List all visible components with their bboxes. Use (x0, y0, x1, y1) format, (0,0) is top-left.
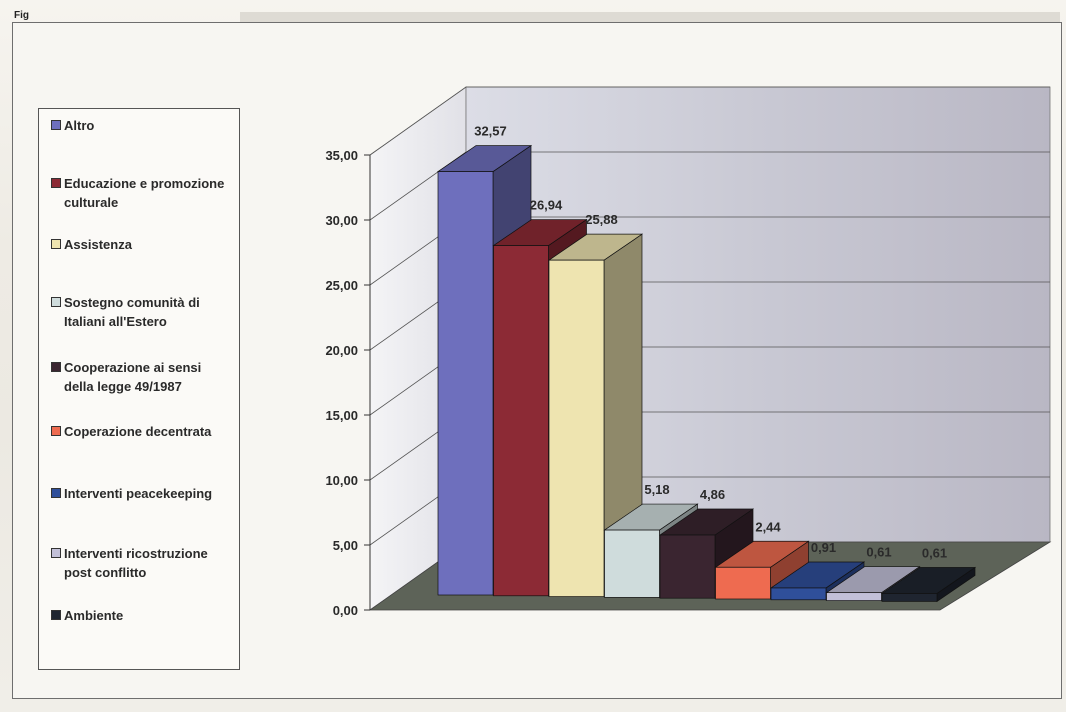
figure-label: Fig (14, 10, 29, 21)
y-tick-label: 35,00 (325, 148, 358, 163)
bar (770, 587, 827, 601)
data-label: 4,86 (700, 487, 725, 502)
data-label: 0,91 (811, 540, 836, 555)
legend-label: Cooperazione ai sensi della legge 49/198… (64, 360, 202, 394)
legend-label: Coperazione decentrata (64, 424, 212, 439)
y-tick-label: 20,00 (325, 343, 358, 358)
legend-label: Ambiente (64, 608, 124, 623)
bar (881, 593, 938, 602)
data-label: 0,61 (866, 545, 891, 560)
top-band (240, 12, 1060, 22)
legend-swatch (51, 548, 61, 558)
y-tick-label: 15,00 (325, 408, 358, 423)
data-label: 0,61 (922, 545, 947, 560)
legend-swatch (51, 610, 61, 620)
data-label: 32,57 (474, 124, 507, 139)
data-label: 25,88 (585, 212, 618, 227)
legend-label: Sostegno comunità di Italiani all'Estero (64, 295, 200, 329)
y-tick-label: 30,00 (325, 213, 358, 228)
legend-swatch (51, 488, 61, 498)
legend: Altro Educazione e promozione culturale … (38, 108, 240, 670)
legend-label: Altro (64, 118, 95, 133)
data-label: 5,18 (644, 482, 669, 497)
legend-swatch (51, 362, 61, 372)
bar (437, 171, 494, 596)
bar (659, 534, 716, 599)
bar (826, 592, 882, 601)
y-tick-label: 10,00 (325, 473, 358, 488)
gridline (369, 151, 1050, 221)
y-tick-label: 0,00 (333, 603, 358, 618)
bar (715, 566, 771, 600)
legend-swatch (51, 178, 61, 188)
legend-label: Interventi ricostruzione post conflitto (64, 546, 208, 580)
bar (604, 529, 660, 598)
legend-swatch (51, 297, 61, 307)
legend-swatch (51, 120, 61, 130)
y-tick-label: 25,00 (325, 278, 358, 293)
y-tick-label: 5,00 (333, 538, 358, 553)
legend-label: Educazione e promozione culturale (64, 176, 225, 210)
data-label: 2,44 (755, 519, 781, 534)
bar (548, 259, 605, 597)
bar (493, 245, 549, 597)
data-label: 26,94 (530, 198, 563, 213)
legend-swatch (51, 239, 61, 249)
legend-swatch (51, 426, 61, 436)
legend-label: Interventi peacekeeping (64, 486, 213, 501)
legend-label: Assistenza (64, 237, 132, 252)
gridline (369, 86, 1050, 156)
